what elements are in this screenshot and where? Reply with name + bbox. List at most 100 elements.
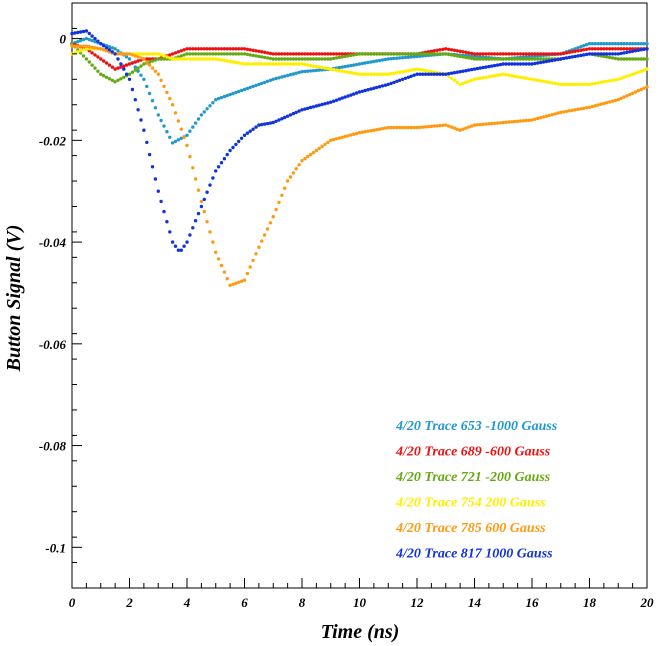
data-point	[423, 125, 428, 129]
data-point	[343, 70, 347, 74]
data-point	[395, 79, 399, 84]
data-point	[395, 52, 399, 56]
data-point	[248, 62, 252, 66]
data-point	[208, 52, 212, 56]
data-point	[455, 49, 459, 53]
data-point	[228, 283, 232, 287]
data-point	[467, 51, 471, 55]
data-point	[389, 57, 393, 61]
data-point	[231, 282, 235, 286]
data-point	[188, 233, 192, 237]
data-point	[400, 70, 405, 74]
data-point	[320, 102, 324, 107]
data-point	[113, 52, 117, 56]
data-point	[323, 102, 327, 106]
data-point	[354, 52, 359, 57]
data-point	[461, 55, 465, 59]
data-point	[104, 46, 109, 50]
data-point	[343, 134, 347, 139]
data-point	[469, 67, 474, 72]
data-point	[150, 165, 155, 169]
data-point	[260, 50, 264, 54]
data-point	[383, 52, 388, 56]
data-point	[297, 57, 301, 61]
data-point	[260, 62, 264, 66]
data-point	[582, 53, 586, 57]
data-point	[317, 103, 321, 107]
x-tick-label: 4	[183, 595, 191, 610]
data-point	[392, 125, 396, 130]
data-point	[536, 78, 540, 83]
data-point	[150, 66, 155, 70]
data-point	[87, 37, 92, 42]
data-point	[119, 52, 123, 56]
data-point	[438, 123, 442, 128]
data-point	[265, 51, 270, 55]
data-point	[193, 52, 198, 56]
data-point	[582, 106, 586, 111]
data-point	[122, 75, 126, 80]
data-point	[418, 125, 422, 130]
x-tick-label: 20	[640, 595, 655, 610]
data-point	[191, 226, 195, 230]
data-point	[311, 105, 316, 109]
data-point	[464, 50, 468, 54]
data-point	[297, 70, 301, 75]
data-point	[334, 137, 339, 141]
data-point	[81, 48, 86, 52]
data-point	[527, 57, 531, 61]
data-point	[113, 67, 117, 71]
data-point	[498, 62, 503, 67]
data-point	[625, 47, 629, 51]
data-point	[616, 42, 620, 46]
data-point	[515, 62, 520, 66]
data-point	[173, 51, 178, 55]
data-point	[455, 127, 459, 131]
data-point	[602, 47, 606, 51]
data-point	[176, 119, 181, 123]
data-point	[311, 57, 316, 61]
data-point	[636, 42, 641, 46]
data-point	[280, 75, 284, 79]
data-point	[101, 59, 106, 63]
data-point	[242, 87, 247, 92]
series-trace	[70, 42, 649, 71]
data-point	[541, 52, 546, 56]
data-point	[467, 79, 471, 84]
data-point	[116, 66, 120, 70]
data-point	[587, 82, 592, 87]
data-point	[346, 70, 350, 74]
data-point	[340, 65, 344, 69]
data-point	[582, 48, 586, 52]
x-tick-label: 2	[125, 595, 133, 610]
data-point	[490, 64, 494, 68]
data-point	[234, 60, 238, 65]
legend-entry: 4/20 Trace 721 -200 Gauss	[395, 470, 551, 485]
data-point	[93, 46, 97, 50]
data-point	[472, 57, 477, 61]
data-point	[478, 66, 482, 70]
data-point	[205, 57, 209, 61]
data-point	[590, 42, 595, 46]
data-point	[593, 52, 597, 56]
data-point	[251, 53, 255, 58]
data-point	[214, 52, 218, 56]
data-point	[645, 47, 649, 51]
data-point	[392, 80, 396, 85]
data-point	[498, 73, 503, 77]
data-point	[308, 105, 313, 110]
data-point	[398, 78, 402, 83]
data-point	[605, 79, 609, 84]
data-point	[438, 72, 442, 76]
data-point	[490, 57, 494, 61]
data-point	[567, 109, 572, 113]
data-point	[492, 63, 497, 68]
data-point	[567, 55, 572, 60]
data-point	[337, 65, 342, 70]
x-tick-label: 16	[526, 595, 540, 610]
data-point	[501, 72, 505, 76]
data-point	[145, 57, 149, 61]
data-point	[104, 75, 109, 80]
data-point	[510, 62, 514, 66]
data-point	[642, 42, 646, 46]
